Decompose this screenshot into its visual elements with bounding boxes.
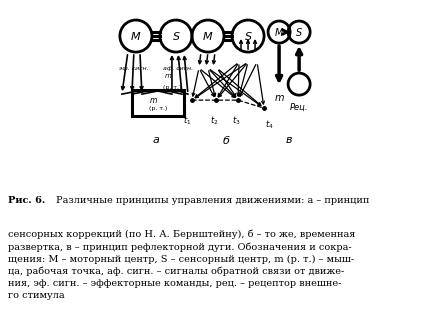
Text: $M$: $M$ [202,30,214,42]
Text: $m$: $m$ [150,96,159,105]
Text: Рец.: Рец. [290,103,308,112]
Text: $M$: $M$ [274,26,284,38]
Text: $m$: $m$ [164,72,172,80]
Text: $M$: $M$ [130,30,142,42]
Text: аф. сигн.: аф. сигн. [163,66,193,71]
Bar [132,90,184,116]
Text: $S$: $S$ [295,26,303,38]
Text: Различные принципы управления движениями: а – принцип: Различные принципы управления движениями… [56,196,370,205]
Text: (р. т.): (р. т.) [149,106,167,111]
Text: сенсорных коррекций (по Н. А. Бернштейну), б – то же, временная
развертка, в – п: сенсорных коррекций (по Н. А. Бернштейну… [8,230,356,300]
Text: $в$: $в$ [285,135,293,145]
Text: $m$: $m$ [273,93,285,103]
Text: $t_3$: $t_3$ [232,114,240,127]
Text: $а$: $а$ [152,135,160,145]
Text: (р. т.): (р. т.) [163,85,181,90]
Text: $t_1$: $t_1$ [183,114,191,127]
Text: эф. сигн.: эф. сигн. [119,66,149,71]
Text: $t_2$: $t_2$ [210,114,218,127]
Text: $t_4$: $t_4$ [265,118,273,130]
Text: $S$: $S$ [172,30,180,42]
Text: $S$: $S$ [244,30,252,42]
Text: $б$: $б$ [222,134,230,146]
Text: Рис. 6.: Рис. 6. [8,196,46,205]
